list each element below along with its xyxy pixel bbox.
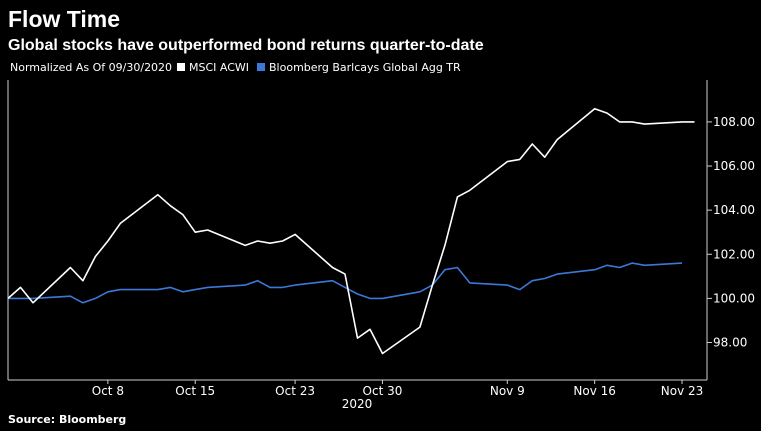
x-tick-label: Nov 23 xyxy=(661,384,704,398)
x-tick-label: Oct 30 xyxy=(363,384,403,398)
y-tick-label: 106.00 xyxy=(713,159,755,173)
x-tick-label: Oct 23 xyxy=(275,384,315,398)
x-axis-ticks: Oct 8 Oct 15 Oct 23 Oct 30 Nov 9 Nov 16 Nov 23 xyxy=(92,380,704,398)
x-tick-label: Oct 8 xyxy=(92,384,124,398)
y-tick-label: 100.00 xyxy=(713,291,755,305)
chart-subtitle: Global stocks have outperformed bond ret… xyxy=(8,37,484,54)
series-line-bloomberg-agg xyxy=(8,262,683,304)
y-tick-label: 108.00 xyxy=(713,115,755,129)
x-tick-label: Nov 16 xyxy=(573,384,616,398)
y-tick-label: 102.00 xyxy=(713,247,755,261)
y-axis-ticks: 98.00 100.00 102.00 104.00 106.00 108.00 xyxy=(707,115,755,350)
legend: Normalized As Of 09/30/2020 MSCI ACWI Bl… xyxy=(10,61,461,74)
legend-note: Normalized As Of 09/30/2020 xyxy=(10,61,172,74)
legend-swatch-agg xyxy=(257,63,265,71)
legend-swatch-msci xyxy=(177,63,185,71)
series-line-msci-acwi xyxy=(7,107,695,355)
x-axis-year-label: 2020 xyxy=(342,397,373,411)
chart-title: Flow Time xyxy=(8,6,120,32)
legend-label-agg: Bloomberg Barlcays Global Agg TR xyxy=(269,61,461,74)
y-tick-label: 104.00 xyxy=(713,203,755,217)
x-tick-label: Oct 15 xyxy=(175,384,215,398)
y-tick-label: 98.00 xyxy=(713,336,747,350)
x-tick-label: Nov 9 xyxy=(490,384,525,398)
legend-label-msci: MSCI ACWI xyxy=(189,61,249,74)
source-note: Source: Bloomberg xyxy=(8,413,126,426)
